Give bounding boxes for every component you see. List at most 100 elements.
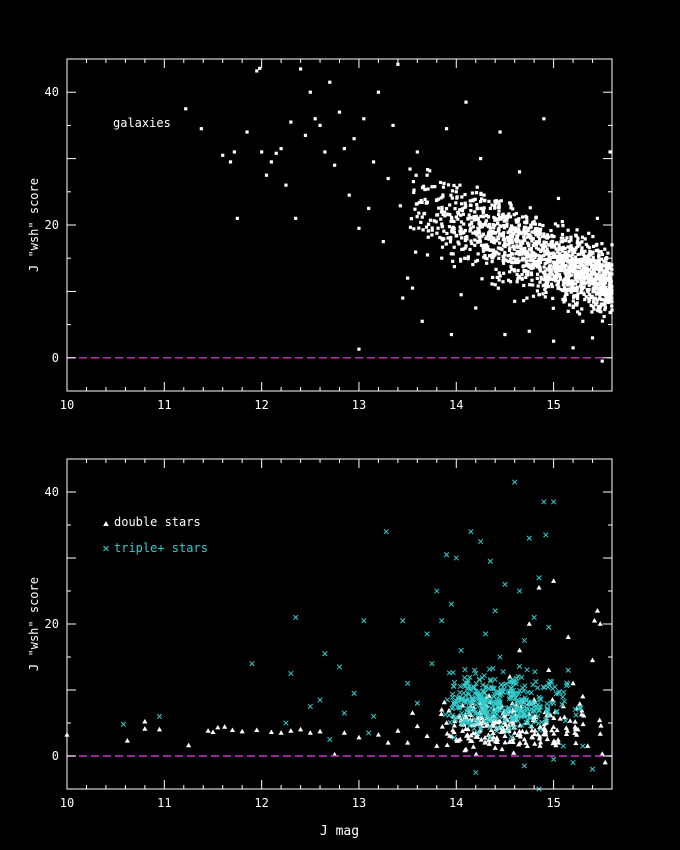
- galaxy-point: [527, 244, 531, 248]
- galaxy-point: [475, 233, 479, 237]
- galaxy-point: [556, 250, 560, 254]
- triple-star-point: [527, 722, 534, 729]
- galaxy-point: [458, 208, 462, 212]
- galaxy-point: [505, 218, 509, 222]
- galaxy-point: [493, 223, 497, 227]
- triple-star-point: [538, 696, 544, 703]
- galaxy-point: [503, 243, 507, 247]
- triple-star-point: [120, 721, 127, 727]
- galaxy-point: [501, 232, 505, 236]
- galaxy-point: [473, 238, 477, 242]
- galaxy-point: [537, 256, 542, 260]
- galaxy-point: [426, 229, 430, 233]
- galaxy-point: [475, 206, 479, 211]
- galaxy-point: [508, 236, 512, 240]
- double-star-point: [186, 742, 192, 748]
- galaxy-point: [481, 215, 486, 219]
- galaxy-point: [442, 229, 446, 233]
- double-star-point: [439, 724, 445, 729]
- y-tick-label: 20: [45, 218, 59, 232]
- galaxy-point: [440, 208, 444, 212]
- galaxy-point: [598, 285, 603, 290]
- galaxy-point: [543, 282, 547, 287]
- galaxy-point: [566, 278, 570, 282]
- galaxy-point: [579, 260, 583, 265]
- galaxy-point: [553, 222, 558, 226]
- galaxy-point: [535, 228, 540, 232]
- galaxy-point: [564, 258, 568, 263]
- galaxy-point: [575, 286, 579, 290]
- galaxy-point: [527, 247, 531, 251]
- galaxy-point: [565, 282, 569, 286]
- triple-star-point: [512, 694, 519, 701]
- galaxy-point: [509, 203, 513, 207]
- galaxy-point: [585, 254, 590, 259]
- triple-star-point: [544, 718, 550, 724]
- galaxy-point: [607, 275, 611, 279]
- galaxy-point: [492, 251, 496, 255]
- galaxy-point: [485, 246, 489, 251]
- galaxy-point: [480, 225, 484, 229]
- galaxy-point: [514, 228, 518, 232]
- double-star-point: [585, 743, 591, 748]
- galaxy-point: [601, 278, 606, 282]
- galaxy-point: [592, 297, 596, 302]
- y-axis-label: J "wsh" score: [27, 577, 41, 671]
- galaxy-point: [538, 257, 542, 262]
- galaxy-point: [520, 252, 524, 256]
- galaxy-point: [563, 251, 568, 255]
- double-star-point: [516, 647, 523, 653]
- galaxy-point: [452, 219, 456, 224]
- galaxy-point: [458, 229, 462, 233]
- galaxy-point: [580, 246, 584, 250]
- triple-star-point: [459, 710, 465, 716]
- galaxy-point: [536, 241, 540, 245]
- double-star-point: [142, 718, 148, 724]
- galaxy-point: [575, 275, 579, 279]
- galaxy-point: [527, 329, 531, 333]
- galaxy-point: [562, 300, 566, 304]
- galaxy-point: [531, 283, 535, 287]
- double-star-point: [529, 727, 535, 733]
- galaxy-point: [221, 153, 225, 157]
- galaxy-point: [556, 281, 560, 286]
- galaxy-point: [595, 276, 599, 280]
- galaxy-point: [590, 336, 595, 340]
- galaxy-point: [561, 240, 565, 244]
- galaxy-point: [504, 242, 509, 246]
- galaxy-point: [607, 283, 611, 287]
- galaxy-point: [596, 273, 600, 278]
- galaxy-point: [529, 225, 533, 229]
- galaxy-point: [477, 235, 481, 239]
- galaxy-point: [561, 283, 565, 287]
- galaxy-point: [586, 269, 590, 274]
- triple-star-point: [457, 683, 464, 690]
- triple-star-point: [547, 678, 553, 684]
- galaxy-point: [569, 235, 573, 239]
- double-star-point: [577, 701, 583, 706]
- double-star-point: [507, 674, 513, 679]
- galaxy-point: [420, 200, 424, 205]
- galaxy-point: [555, 271, 559, 275]
- galaxy-point: [556, 265, 560, 270]
- galaxy-point: [585, 276, 589, 280]
- triple-star-point: [471, 725, 477, 732]
- triple-star-point: [526, 535, 532, 541]
- galaxy-point: [552, 265, 556, 269]
- galaxy-point: [497, 212, 501, 217]
- triple-star-point: [473, 670, 479, 677]
- galaxy-point: [575, 296, 580, 301]
- galaxy-point: [585, 274, 590, 278]
- galaxy-point: [594, 292, 599, 296]
- galaxy-point: [585, 280, 589, 285]
- double-star-point: [563, 731, 570, 737]
- galaxy-point: [458, 257, 463, 261]
- galaxy-point: [587, 268, 592, 272]
- galaxy-point: [594, 286, 598, 291]
- triple-star-point: [483, 706, 490, 712]
- galaxy-point: [544, 244, 548, 248]
- triple-star-point: [482, 718, 488, 725]
- galaxy-point: [543, 287, 547, 292]
- triple-star-point: [499, 705, 505, 711]
- galaxy-point: [441, 193, 445, 197]
